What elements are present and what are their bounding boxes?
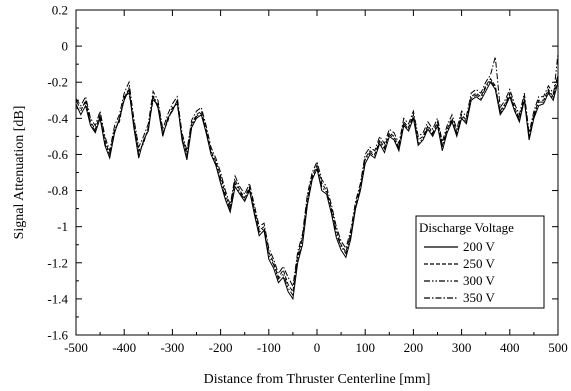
legend-entry: 200 V <box>463 239 496 254</box>
y-tick-label: -1.4 <box>47 291 68 306</box>
legend-title: Discharge Voltage <box>419 220 514 235</box>
series-line-250-v <box>75 77 559 294</box>
x-tick-label: -100 <box>257 340 281 355</box>
y-tick-label: -0.2 <box>47 75 68 90</box>
x-tick-label: -300 <box>160 340 184 355</box>
legend-box <box>415 215 545 309</box>
y-tick-label: -0.8 <box>47 183 68 198</box>
y-axis-ticks: -1.6 -1.4 -1.2 -1 -0.8 -0.6 -0.4 -0.2 0 0.2 <box>47 3 558 343</box>
x-tick-label: 500 <box>548 340 568 355</box>
series-layer <box>75 53 559 301</box>
x-axis-ticks: -500 -400 -300 -200 -100 0 100 200 300 400 500 <box>64 10 568 355</box>
x-tick-label: 200 <box>404 340 424 355</box>
y-tick-label: -1 <box>57 219 68 234</box>
x-tick-label: -200 <box>209 340 233 355</box>
series-line-300-v <box>75 53 559 297</box>
x-tick-label: 300 <box>452 340 472 355</box>
x-tick-label: 0 <box>314 340 321 355</box>
y-tick-label: -0.6 <box>47 147 68 162</box>
legend-entry: 250 V <box>463 256 496 271</box>
legend-entry: 350 V <box>463 290 496 305</box>
x-tick-label: 100 <box>355 340 375 355</box>
x-axis-label: Distance from Thruster Centerline [mm] <box>204 372 431 387</box>
x-tick-label: 400 <box>500 340 520 355</box>
x-tick-label: -500 <box>64 340 88 355</box>
y-axis-label: Signal Attenuation [dB] <box>12 106 27 240</box>
y-tick-label: -0.4 <box>47 111 68 126</box>
legend-entry: 300 V <box>463 273 496 288</box>
y-tick-label: -1.2 <box>47 255 68 270</box>
legend: Discharge Voltage 200 V 250 V 300 V 350 V <box>415 215 545 309</box>
series-line-350-v <box>75 56 559 288</box>
x-tick-label: -400 <box>112 340 136 355</box>
y-tick-label: 0 <box>62 39 69 54</box>
y-tick-label: 0.2 <box>52 3 68 18</box>
y-tick-label: -1.6 <box>47 328 68 343</box>
